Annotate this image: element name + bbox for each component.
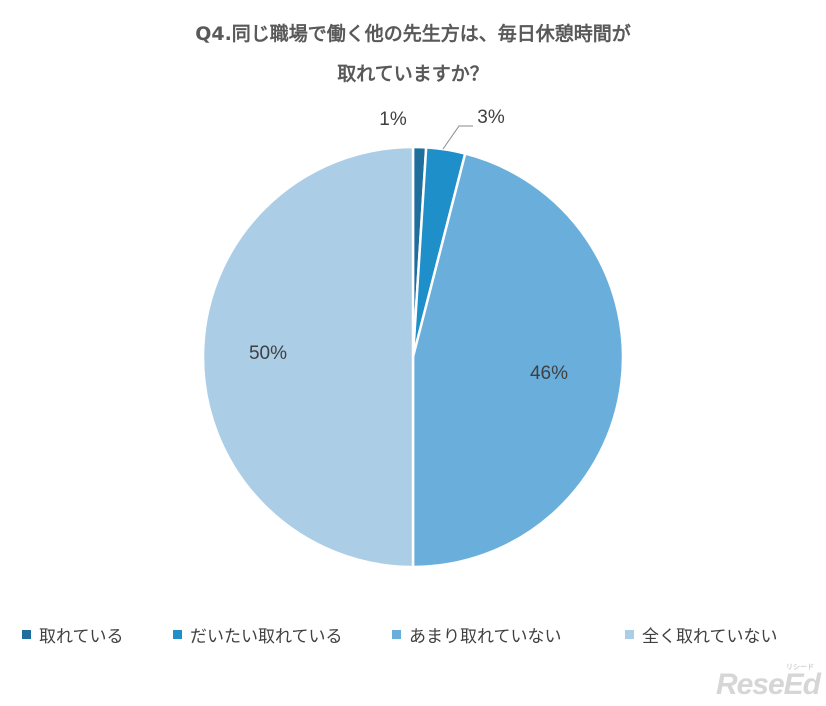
legend-label: あまり取れていない (409, 627, 562, 647)
pie-slice-4 (201, 145, 415, 569)
legend-swatch (625, 630, 634, 639)
watermark-small-text: リシード (786, 664, 814, 671)
chart-title-line-1: Q4.同じ職場で働く他の先生方は、毎日休憩時間が (195, 23, 631, 45)
data-label-3: 46% (530, 363, 568, 384)
data-label-1: 1% (379, 109, 407, 130)
legend-item-2: だいたい取れている (173, 622, 343, 647)
chart-title: Q4.同じ職場で働く他の先生方は、毎日休憩時間が 取れていますか？ (0, 14, 826, 94)
legend-swatch (173, 630, 182, 639)
pie-slice-3 (411, 152, 625, 569)
watermark-logo: リシード ReseEd (715, 664, 821, 702)
watermark-text: ReseEd (715, 668, 821, 701)
legend-label: 取れている (39, 627, 124, 647)
legend-item-1: 取れている (22, 622, 124, 647)
data-label-4: 50% (249, 343, 287, 364)
chart-title-line-2: 取れていますか？ (337, 63, 489, 85)
legend-label: だいたい取れている (190, 627, 343, 647)
leader-lines (442, 125, 473, 150)
data-labels: 1% 3% 46% 50% (249, 107, 568, 384)
data-label-2: 3% (477, 107, 505, 128)
legend-label: 全く取れていない (642, 627, 778, 647)
legend-item-3: あまり取れていない (392, 622, 562, 647)
legend: 取れている だいたい取れている あまり取れていない 全く取れていない (0, 622, 826, 650)
leader-line-2 (442, 125, 473, 150)
legend-swatch (22, 630, 31, 639)
legend-swatch (392, 630, 401, 639)
legend-item-4: 全く取れていない (625, 622, 778, 647)
pie-chart: 1% 3% 46% 50% (201, 107, 625, 569)
pie-slices (201, 145, 625, 569)
